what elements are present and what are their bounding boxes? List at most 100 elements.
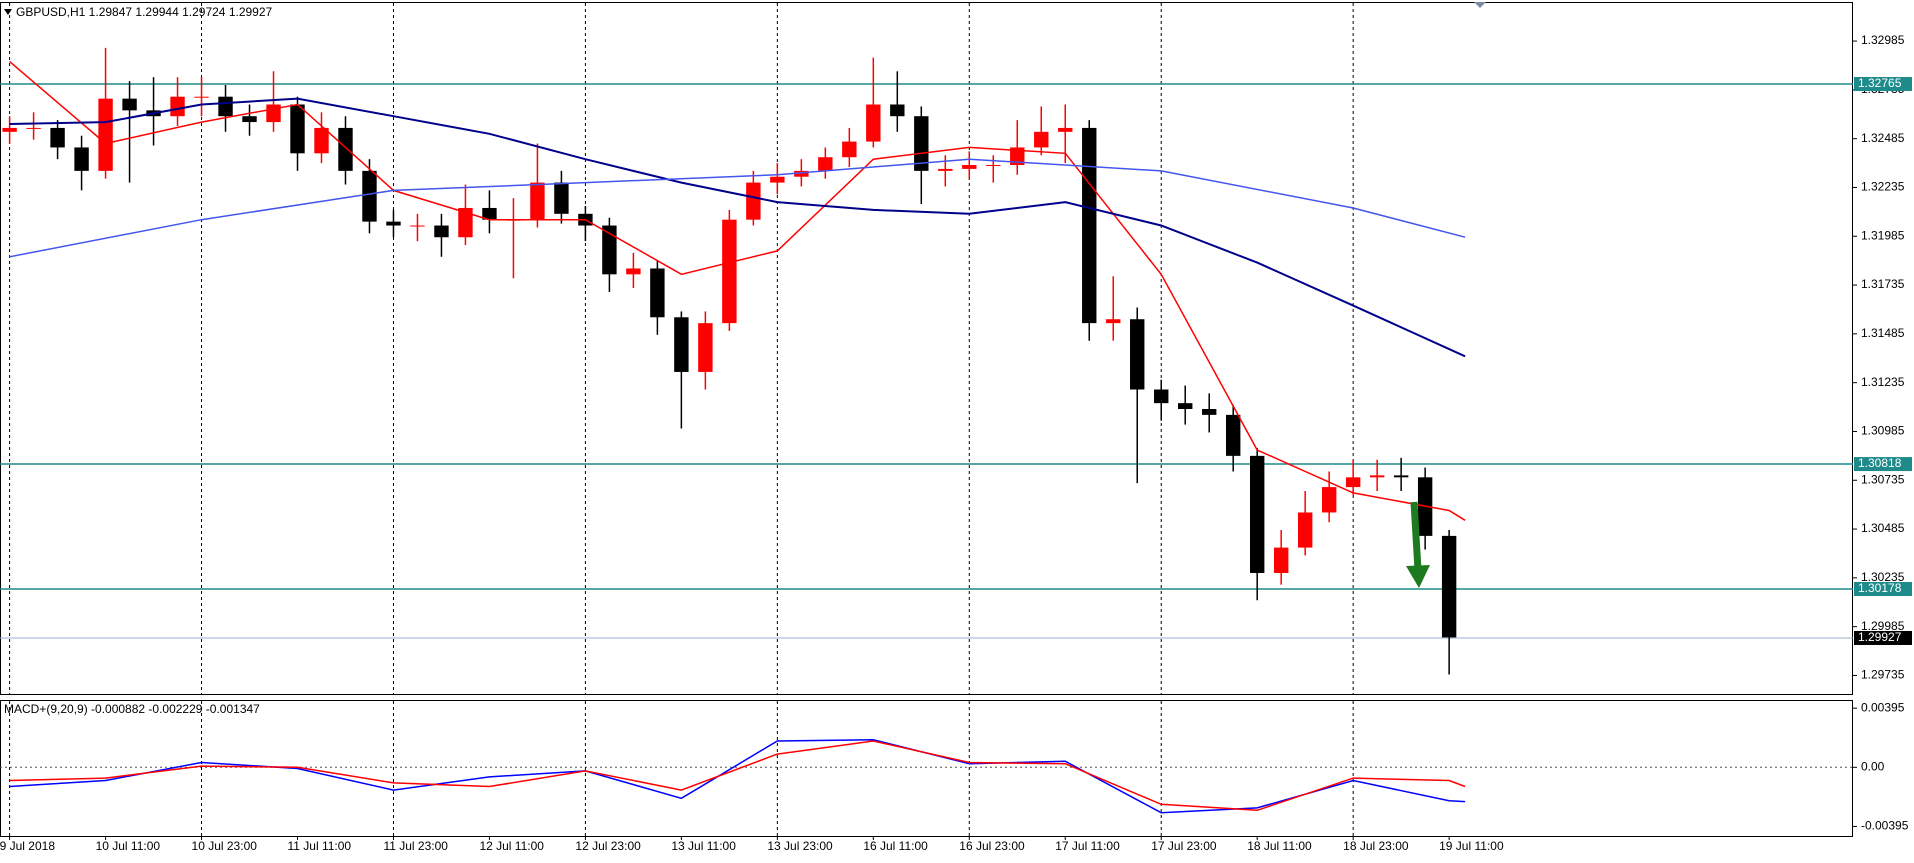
y-tick-label: 1.30985 (1861, 424, 1905, 438)
candle-body (1226, 414, 1241, 456)
x-tick-label: 19 Jul 11:00 (1439, 839, 1504, 853)
chart-title: GBPUSD,H1 1.29847 1.29944 1.29724 1.2992… (16, 5, 273, 19)
level-label-box (1854, 457, 1912, 472)
x-tick-label: 17 Jul 11:00 (1055, 839, 1120, 853)
candle-body (1441, 535, 1457, 638)
y-tick-label: 1.30485 (1861, 521, 1905, 535)
candle-body (362, 170, 377, 222)
indicator-line (9, 61, 1466, 521)
x-tick-label: 13 Jul 11:00 (671, 839, 736, 853)
candle-body (74, 147, 89, 171)
x-tick-label: 9 Jul 2018 (0, 839, 55, 853)
candle-body (1010, 147, 1025, 166)
y-tick-label: 1.31235 (1861, 375, 1905, 389)
candle-body (338, 127, 353, 171)
annotation-arrow-head (1406, 565, 1430, 588)
candle-body (650, 268, 665, 318)
candle-body (1273, 547, 1289, 573)
candle-body (890, 104, 905, 117)
candle-body (914, 116, 929, 171)
candle-body (866, 104, 881, 142)
x-tick-label: 10 Jul 11:00 (96, 839, 161, 853)
x-tick-label: 12 Jul 23:00 (575, 839, 641, 853)
indicator-line (9, 97, 1466, 358)
candle-body (386, 221, 401, 226)
indicator-line (9, 158, 1466, 258)
y-tick-label: 0.00395 (1861, 700, 1905, 714)
candle-body (482, 207, 497, 220)
y-tick-label: 1.31735 (1861, 277, 1905, 291)
candle-body (1154, 389, 1169, 404)
level-label-box (1854, 581, 1912, 596)
y-tick-label: 1.30235 (1861, 570, 1905, 584)
candle-body (962, 165, 977, 169)
candle-body (530, 182, 545, 220)
x-tick-label: 13 Jul 23:00 (767, 839, 833, 853)
shift-marker (1474, 2, 1486, 8)
macd-pane (0, 700, 1853, 837)
candle-body (266, 104, 281, 123)
y-tick-label: 1.29735 (1861, 668, 1905, 682)
x-tick-label: 18 Jul 11:00 (1247, 839, 1312, 853)
candle-body (938, 168, 953, 171)
candle-body (98, 98, 113, 171)
candle-body (194, 96, 209, 98)
x-tick-label: 11 Jul 11:00 (288, 839, 352, 853)
annotation-arrow (1410, 501, 1422, 571)
candle-body (554, 182, 569, 214)
candle-body (602, 225, 617, 275)
candle-body (242, 116, 257, 123)
candle-body (1345, 477, 1361, 488)
candle-body (314, 127, 329, 154)
candle-body (674, 317, 689, 372)
candle-body (434, 225, 449, 238)
candle-body (26, 127, 41, 129)
candle-body (218, 96, 233, 117)
candle-body (410, 225, 425, 227)
candle-body (1249, 455, 1265, 573)
x-tick-label: 18 Jul 23:00 (1343, 839, 1409, 853)
candle-body (698, 323, 713, 372)
y-tick-label: 1.31985 (1861, 228, 1905, 242)
candle-body (2, 127, 17, 132)
level-label: 1.30818 (1858, 456, 1902, 470)
level-label: 1.30178 (1858, 581, 1902, 595)
x-tick-label: 11 Jul 23:00 (383, 839, 448, 853)
candle-body (170, 96, 185, 117)
x-tick-label: 10 Jul 23:00 (192, 839, 258, 853)
candle-body (458, 207, 473, 238)
candle-body (818, 157, 833, 171)
y-tick-label: 1.29985 (1861, 619, 1905, 633)
y-tick-label: 1.32235 (1861, 180, 1905, 194)
candle-body (1178, 403, 1193, 410)
macd-title: MACD+(9,20,9) -0.000882 -0.002229 -0.001… (4, 702, 260, 716)
candle-body (722, 219, 737, 324)
level-label-box (1854, 77, 1912, 92)
candle-body (1202, 409, 1217, 415)
candle-body (986, 165, 1001, 167)
candle-body (1082, 127, 1097, 324)
candle-body (1369, 475, 1385, 478)
y-tick-label: 1.30735 (1861, 472, 1905, 486)
y-tick-label: 0.00 (1861, 759, 1885, 773)
candle-body (746, 182, 761, 220)
candle-body (1106, 319, 1121, 324)
last-price-box (1854, 630, 1912, 645)
candle-body (1393, 475, 1409, 478)
candle-body (1058, 127, 1073, 132)
x-tick-label: 12 Jul 11:00 (479, 839, 544, 853)
candle-body (1034, 131, 1049, 148)
x-tick-label: 17 Jul 23:00 (1151, 839, 1217, 853)
candle-body (1130, 319, 1145, 390)
marks: 1.329851.327351.324851.322351.319851.317… (0, 3, 1912, 853)
candle-body (770, 176, 785, 183)
candle-body (122, 98, 137, 111)
x-tick-label: 16 Jul 11:00 (863, 839, 928, 853)
candle-body (794, 170, 809, 177)
y-tick-label: -0.00395 (1861, 819, 1909, 833)
y-tick-label: 1.32485 (1861, 131, 1905, 145)
candle-body (1321, 487, 1337, 513)
candle-body (842, 141, 857, 158)
